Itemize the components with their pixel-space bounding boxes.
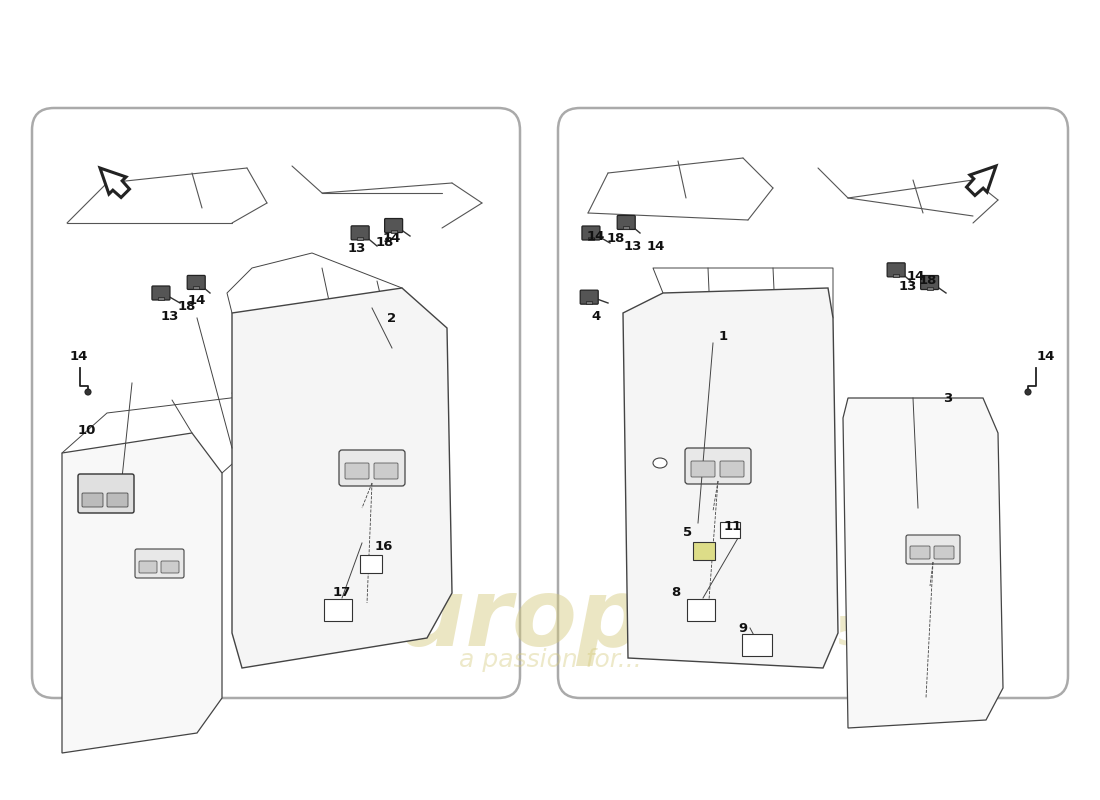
Bar	[926, 286, 933, 290]
Text: 14: 14	[647, 239, 666, 253]
Bar	[624, 226, 629, 230]
FancyBboxPatch shape	[374, 463, 398, 479]
Bar	[360, 555, 382, 573]
FancyBboxPatch shape	[906, 535, 960, 564]
Text: 4: 4	[592, 310, 601, 322]
Text: 9: 9	[738, 622, 748, 634]
Text: 14: 14	[383, 231, 402, 245]
FancyBboxPatch shape	[887, 263, 905, 277]
FancyBboxPatch shape	[82, 493, 103, 507]
Bar	[194, 286, 199, 290]
Text: 1: 1	[718, 330, 727, 342]
Text: 10: 10	[78, 423, 96, 437]
Text: 14: 14	[69, 350, 88, 362]
FancyBboxPatch shape	[351, 226, 370, 240]
Bar	[586, 301, 592, 304]
FancyBboxPatch shape	[135, 549, 184, 578]
FancyBboxPatch shape	[617, 215, 635, 230]
Text: 1985: 1985	[756, 616, 865, 654]
Text: 18: 18	[376, 237, 394, 250]
Text: 18: 18	[607, 231, 625, 245]
FancyBboxPatch shape	[685, 448, 751, 484]
Text: 2: 2	[387, 311, 397, 325]
Text: 13: 13	[899, 279, 917, 293]
Text: 5: 5	[683, 526, 693, 539]
Circle shape	[1025, 389, 1031, 395]
Polygon shape	[967, 166, 996, 195]
FancyBboxPatch shape	[691, 461, 715, 477]
FancyBboxPatch shape	[385, 218, 403, 233]
Text: 14: 14	[188, 294, 206, 307]
Text: 3: 3	[944, 391, 953, 405]
Polygon shape	[100, 168, 130, 198]
Text: 13: 13	[348, 242, 366, 254]
Text: 18: 18	[178, 299, 196, 313]
Text: 16: 16	[375, 539, 393, 553]
Bar	[358, 237, 363, 240]
FancyBboxPatch shape	[558, 108, 1068, 698]
Text: 13: 13	[161, 310, 179, 322]
FancyBboxPatch shape	[720, 461, 744, 477]
Bar	[158, 297, 164, 300]
FancyBboxPatch shape	[742, 634, 772, 656]
Bar	[390, 230, 397, 233]
Text: 14: 14	[1037, 350, 1055, 362]
Bar	[720, 522, 740, 538]
FancyBboxPatch shape	[688, 599, 715, 621]
FancyBboxPatch shape	[107, 493, 128, 507]
Text: 8: 8	[671, 586, 681, 599]
FancyBboxPatch shape	[345, 463, 368, 479]
Text: 13: 13	[624, 239, 642, 253]
FancyBboxPatch shape	[582, 226, 600, 240]
FancyBboxPatch shape	[580, 290, 598, 304]
Text: 11: 11	[724, 519, 743, 533]
Polygon shape	[843, 398, 1003, 728]
Text: 17: 17	[333, 586, 351, 599]
Bar	[893, 274, 899, 277]
FancyBboxPatch shape	[921, 275, 938, 290]
FancyBboxPatch shape	[152, 286, 169, 300]
FancyBboxPatch shape	[187, 275, 206, 290]
Text: a passion for...: a passion for...	[459, 648, 641, 672]
FancyBboxPatch shape	[910, 546, 930, 559]
FancyBboxPatch shape	[32, 108, 520, 698]
Polygon shape	[623, 288, 838, 668]
Bar	[693, 542, 715, 560]
Polygon shape	[62, 433, 222, 753]
FancyBboxPatch shape	[324, 599, 352, 621]
FancyBboxPatch shape	[934, 546, 954, 559]
FancyBboxPatch shape	[139, 561, 157, 573]
Text: 14: 14	[906, 270, 925, 282]
Text: europes: europes	[334, 574, 766, 666]
Circle shape	[85, 389, 91, 395]
Polygon shape	[232, 288, 452, 668]
Text: 18: 18	[918, 274, 937, 286]
Ellipse shape	[653, 458, 667, 468]
FancyBboxPatch shape	[339, 450, 405, 486]
FancyBboxPatch shape	[78, 474, 134, 513]
FancyBboxPatch shape	[161, 561, 179, 573]
Text: 14: 14	[586, 230, 605, 242]
Bar	[587, 237, 594, 240]
